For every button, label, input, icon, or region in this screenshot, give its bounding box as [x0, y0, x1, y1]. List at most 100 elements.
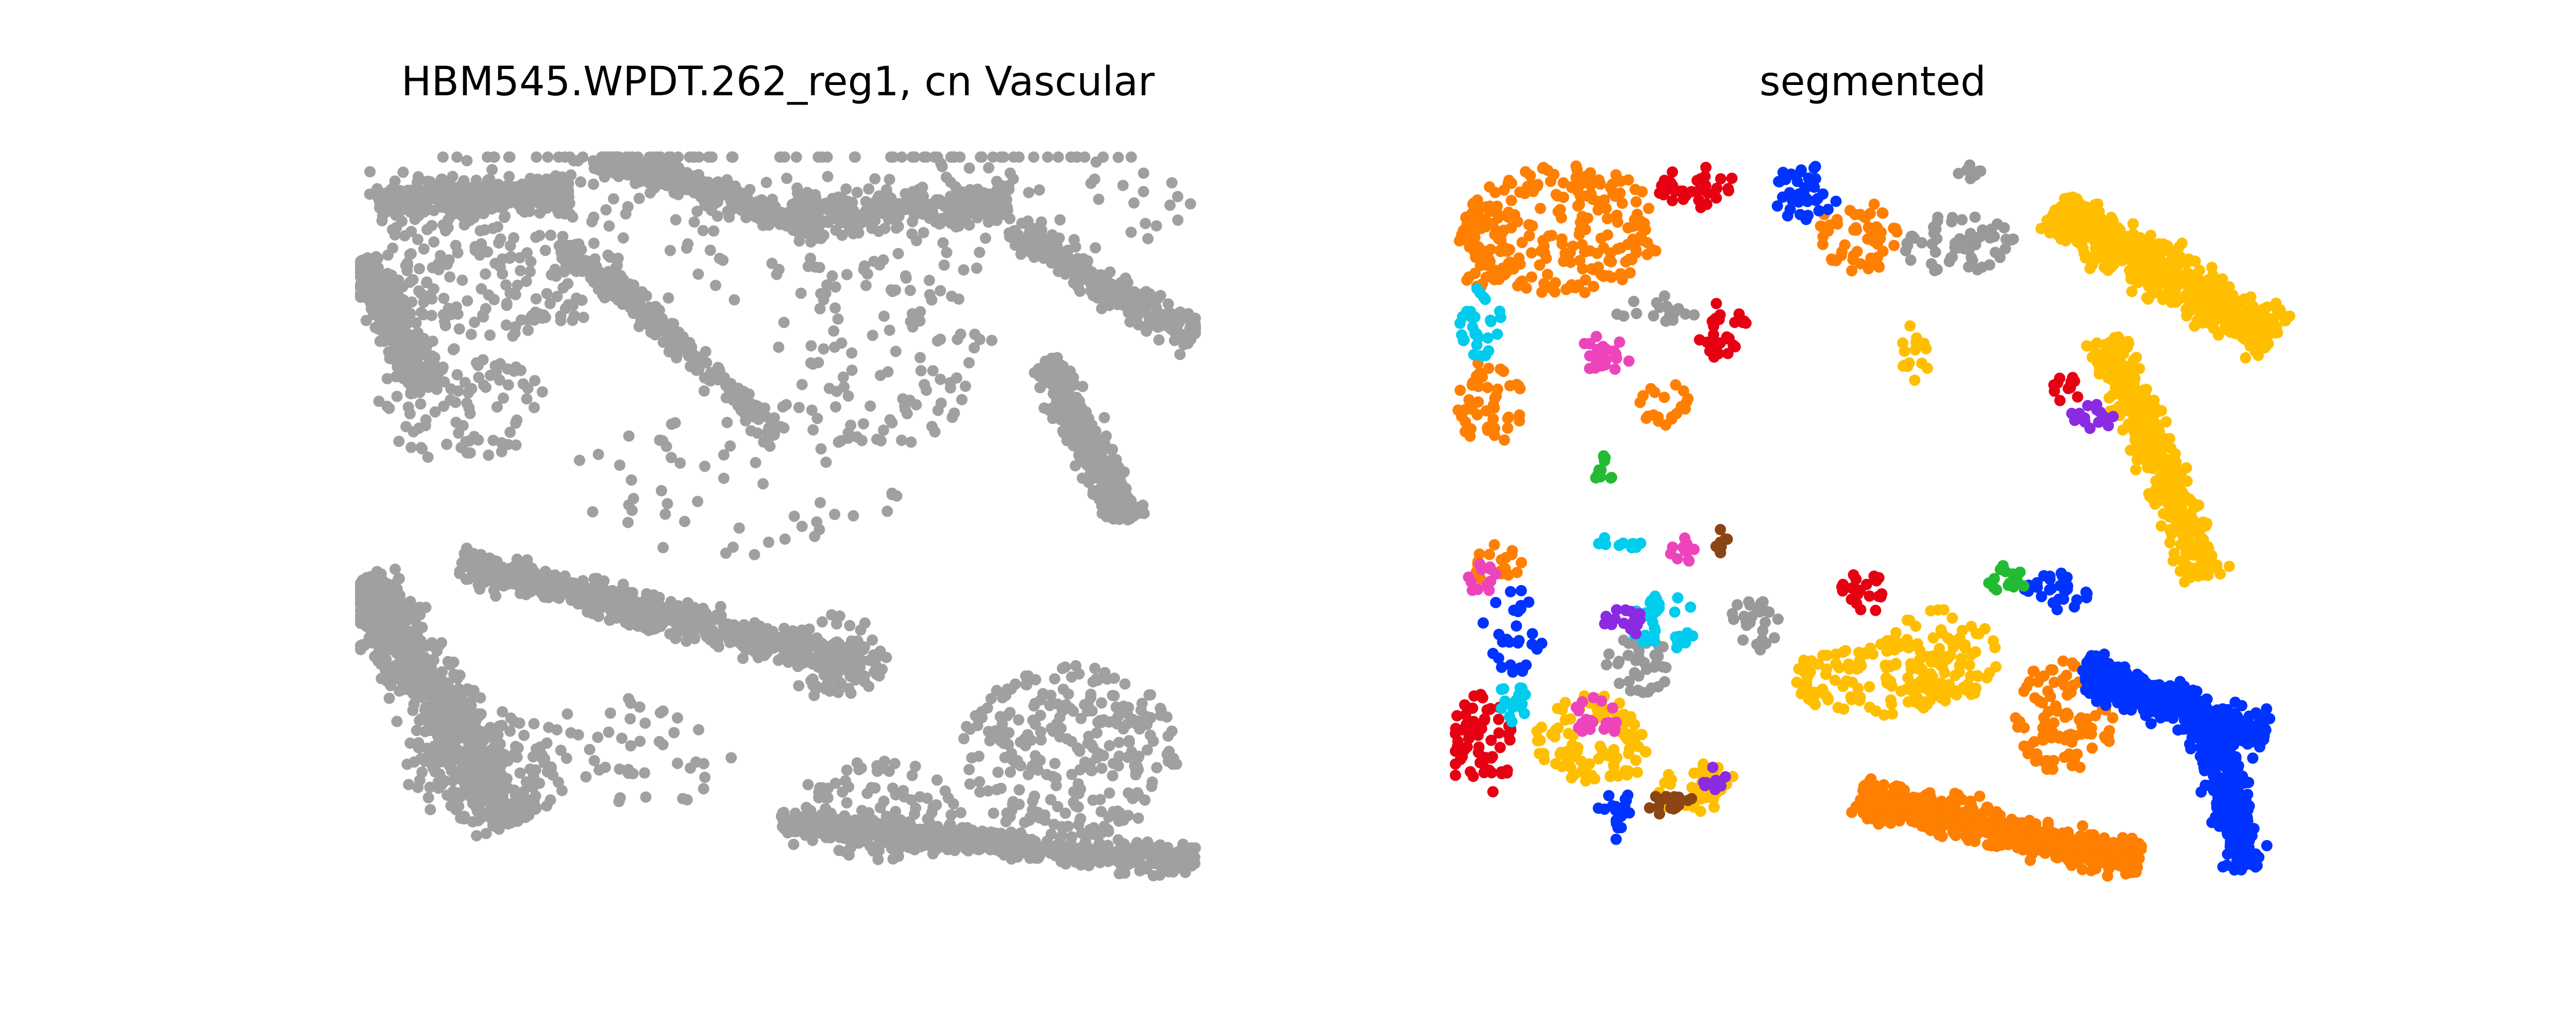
scatter-point [377, 601, 388, 612]
scatter-point [846, 347, 858, 359]
scatter-point [743, 402, 755, 414]
scatter-point [718, 472, 730, 484]
scatter-point [1123, 735, 1135, 747]
scatter-point [796, 521, 808, 533]
scatter-point [779, 533, 791, 545]
scatter-point [1013, 784, 1025, 796]
scatter-point [1028, 790, 1040, 802]
scatter-point [705, 371, 717, 383]
scatter-point [865, 400, 876, 412]
scatter-point [1145, 689, 1157, 701]
scatter-point [654, 611, 666, 623]
scatter-point [1092, 716, 1104, 728]
scatter-point [1096, 500, 1108, 511]
left-scatter-panel [355, 151, 1201, 882]
scatter-point [1108, 690, 1120, 702]
scatter-point [963, 357, 975, 369]
scatter-point [804, 208, 816, 220]
scatter-point [521, 393, 533, 405]
scatter-point [493, 237, 505, 249]
scatter-point [413, 742, 425, 753]
scatter-point [625, 474, 637, 486]
scatter-point [426, 182, 437, 194]
scatter-point [530, 293, 542, 305]
scatter-point [622, 517, 634, 528]
scatter-point [1087, 742, 1099, 753]
scatter-point [1020, 679, 1032, 691]
scatter-point [427, 262, 438, 273]
scatter-point [778, 422, 790, 434]
scatter-point [1089, 662, 1101, 674]
scatter-point [1103, 292, 1115, 303]
scatter-point [664, 166, 675, 178]
scatter-point [418, 349, 430, 360]
scatter-point [452, 198, 464, 210]
scatter-point [528, 402, 540, 414]
scatter-point [1013, 798, 1025, 810]
scatter-point [394, 589, 406, 601]
scatter-point [721, 417, 733, 428]
scatter-point [570, 265, 582, 277]
scatter-point [1133, 715, 1145, 727]
scatter-point [415, 287, 427, 299]
scatter-point [700, 613, 712, 625]
scatter-point [927, 207, 939, 218]
scatter-point [411, 680, 422, 692]
scatter-point [562, 278, 574, 289]
scatter-point [856, 435, 868, 447]
scatter-point [1133, 508, 1145, 519]
scatter-point [434, 639, 446, 651]
scatter-point [1073, 788, 1084, 799]
scatter-point [855, 624, 867, 636]
scatter-point [867, 330, 878, 341]
scatter-point [369, 651, 381, 662]
scatter-point [701, 631, 713, 643]
scatter-point [390, 290, 402, 302]
scatter-point [1113, 283, 1125, 295]
scatter-point [391, 715, 403, 727]
scatter-point [515, 265, 527, 277]
scatter-point [844, 671, 856, 682]
scatter-point [511, 751, 523, 763]
scatter-point [415, 442, 427, 454]
scatter-point [1103, 716, 1115, 728]
scatter-point [796, 624, 808, 636]
scatter-point [791, 182, 803, 194]
scatter-point [1074, 395, 1085, 407]
scatter-point [1107, 770, 1118, 782]
scatter-point [462, 705, 473, 716]
scatter-point [527, 781, 539, 793]
scatter-point [974, 776, 986, 788]
scatter-point [365, 284, 377, 296]
scatter-point [732, 629, 744, 641]
scatter-point [728, 619, 740, 631]
scatter-point [762, 536, 774, 548]
scatter-point [808, 653, 820, 664]
scatter-point [863, 183, 875, 195]
scatter-point [818, 343, 829, 355]
scatter-point [845, 419, 857, 431]
scatter-point [698, 385, 710, 397]
scatter-point [822, 680, 834, 692]
scatter-point [402, 333, 414, 345]
scatter-point [458, 813, 470, 825]
scatter-point [437, 309, 449, 321]
scatter-point [555, 744, 567, 756]
scatter-point [556, 785, 568, 796]
scatter-point [739, 642, 751, 654]
scatter-point [971, 201, 982, 213]
scatter-point [461, 447, 473, 459]
scatter-point [1030, 230, 1041, 242]
scatter-point [926, 421, 938, 433]
scatter-point [828, 325, 840, 337]
scatter-point [510, 361, 522, 373]
scatter-point [1062, 820, 1074, 832]
scatter-point [772, 639, 784, 651]
scatter-point [1087, 794, 1099, 806]
scatter-point [408, 381, 420, 392]
scatter-point [906, 308, 918, 320]
scatter-point [626, 587, 638, 598]
scatter-point [896, 434, 907, 446]
scatter-point [1003, 183, 1015, 195]
scatter-point [1059, 254, 1071, 266]
